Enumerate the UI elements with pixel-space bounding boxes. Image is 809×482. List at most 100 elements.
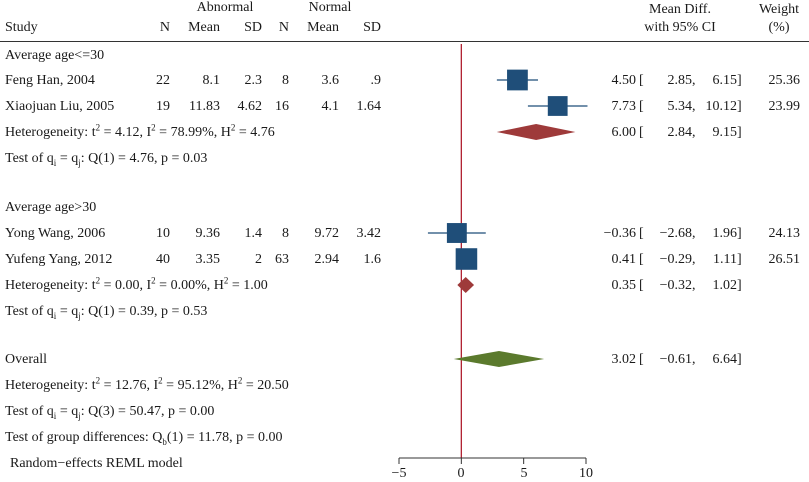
- overall-ci-upper-cell: 6.64: [712, 352, 738, 367]
- study-name: Feng Han, 2004: [5, 73, 95, 88]
- homogeneity-test-line: Test of qi = qj: Q(1) = 4.76, p = 0.03: [5, 151, 208, 168]
- subtotal-ci-lower-cell: −0.32: [659, 278, 692, 293]
- sd1-cell: 1.4: [244, 226, 263, 241]
- n2-cell: 8: [282, 73, 289, 88]
- group-differences-test-line: Test of group differences: Qb(1) = 11.78…: [5, 430, 283, 447]
- overall-label: Overall: [5, 352, 47, 367]
- study-name: Yufeng Yang, 2012: [5, 252, 113, 267]
- estimate-cell: 7.73: [611, 99, 637, 114]
- sd2-cell: .9: [370, 73, 382, 88]
- study-box: [547, 96, 568, 116]
- ci-open-bracket: [: [639, 226, 644, 241]
- n1-cell: 10: [156, 226, 170, 241]
- ci-separator: ,: [692, 352, 696, 367]
- ci-separator: ,: [692, 226, 696, 241]
- n2-cell: 16: [275, 99, 289, 114]
- weight-cell: 24.13: [768, 226, 801, 241]
- mean1-column-header: Mean: [188, 20, 220, 35]
- x-tick-label: 5: [520, 466, 528, 481]
- ci-close-bracket: ]: [737, 352, 742, 367]
- ci-separator: ,: [692, 73, 696, 88]
- overall-estimate-cell: 3.02: [611, 352, 637, 367]
- subtotal-estimate-cell: 0.35: [611, 278, 637, 293]
- ci-lower-cell: −0.29: [659, 252, 692, 267]
- subtotal-ci-lower-cell: 2.84: [667, 125, 693, 140]
- subgroup-title: Average age<=30: [5, 48, 105, 63]
- subgroup-title: Average age>30: [5, 200, 97, 215]
- x-tick-label: −5: [391, 466, 407, 481]
- ci-close-bracket: ]: [737, 252, 742, 267]
- weight-cell: 23.99: [768, 99, 801, 114]
- abnormal-group-header: Abnormal: [196, 0, 254, 15]
- ci-separator: ,: [692, 125, 696, 140]
- study-name: Yong Wang, 2006: [5, 226, 106, 241]
- ci-open-bracket: [: [639, 73, 644, 88]
- heterogeneity-line: Heterogeneity: t2 = 0.00, I2 = 0.00%, H2…: [5, 275, 268, 293]
- ci-open-bracket: [: [639, 352, 644, 367]
- ci-close-bracket: ]: [737, 278, 742, 293]
- heterogeneity-line: Heterogeneity: t2 = 4.12, I2 = 78.99%, H…: [5, 122, 275, 140]
- ci-upper-cell: 10.12: [705, 99, 738, 114]
- x-tick-label: 10: [579, 466, 593, 481]
- overall-diamond: [453, 351, 545, 367]
- subtotal-ci-upper-cell: 1.02: [712, 278, 738, 293]
- sd2-cell: 1.64: [356, 99, 382, 114]
- subgroup-diamond: [496, 124, 576, 140]
- ci-upper-cell: 6.15: [712, 73, 738, 88]
- mean2-cell: 3.6: [321, 73, 340, 88]
- header-rule: [0, 41, 809, 42]
- mean2-cell: 9.72: [314, 226, 340, 241]
- mean1-cell: 3.35: [195, 252, 221, 267]
- sd1-cell: 2: [255, 252, 262, 267]
- overall-homogeneity-test-line: Test of qi = qj: Q(3) = 50.47, p = 0.00: [5, 404, 215, 421]
- mean2-cell: 4.1: [321, 99, 340, 114]
- mean2-cell: 2.94: [314, 252, 340, 267]
- ci-open-bracket: [: [639, 125, 644, 140]
- weight-header: Weight: [758, 2, 800, 17]
- n1-column-header: N: [159, 20, 170, 35]
- homogeneity-test-line: Test of qi = qj: Q(1) = 0.39, p = 0.53: [5, 304, 208, 321]
- sd1-cell: 2.3: [244, 73, 263, 88]
- ci-lower-cell: 5.34: [667, 99, 693, 114]
- estimate-cell: −0.36: [603, 226, 636, 241]
- subtotal-estimate-cell: 6.00: [611, 125, 637, 140]
- weight-cell: 25.36: [768, 73, 801, 88]
- study-box: [455, 248, 478, 270]
- n2-cell: 8: [282, 226, 289, 241]
- study-box: [446, 223, 467, 243]
- ci-close-bracket: ]: [737, 99, 742, 114]
- sd2-cell: 3.42: [356, 226, 382, 241]
- estimate-cell: 0.41: [611, 252, 637, 267]
- mean1-cell: 11.83: [189, 99, 220, 114]
- mean1-cell: 8.1: [202, 73, 221, 88]
- n1-cell: 40: [156, 252, 170, 267]
- sd2-cell: 1.6: [363, 252, 382, 267]
- ci-close-bracket: ]: [737, 125, 742, 140]
- study-column-header: Study: [5, 20, 38, 35]
- ci-separator: ,: [692, 99, 696, 114]
- ci-upper-cell: 1.11: [713, 252, 737, 267]
- sd1-column-header: SD: [244, 20, 262, 35]
- weight-unit-header: (%): [768, 20, 790, 35]
- sd1-cell: 4.62: [237, 99, 263, 114]
- ci-close-bracket: ]: [737, 226, 742, 241]
- x-tick-label: 0: [457, 466, 465, 481]
- estimate-cell: 4.50: [611, 73, 637, 88]
- subtotal-ci-upper-cell: 9.15: [712, 125, 738, 140]
- ci-open-bracket: [: [639, 252, 644, 267]
- ci-separator: ,: [692, 278, 696, 293]
- weight-cell: 26.51: [768, 252, 801, 267]
- ci-open-bracket: [: [639, 278, 644, 293]
- mean2-column-header: Mean: [307, 20, 339, 35]
- normal-group-header: Normal: [308, 0, 352, 15]
- subgroup-diamond: [457, 277, 475, 293]
- ci-upper-cell: 1.96: [712, 226, 738, 241]
- n2-cell: 63: [275, 252, 289, 267]
- n1-cell: 19: [156, 99, 170, 114]
- ci-close-bracket: ]: [737, 73, 742, 88]
- n2-column-header: N: [278, 20, 289, 35]
- ci-lower-cell: 2.85: [667, 73, 693, 88]
- ci-header: with 95% CI: [644, 20, 716, 35]
- mean-diff-header: Mean Diff.: [649, 2, 711, 17]
